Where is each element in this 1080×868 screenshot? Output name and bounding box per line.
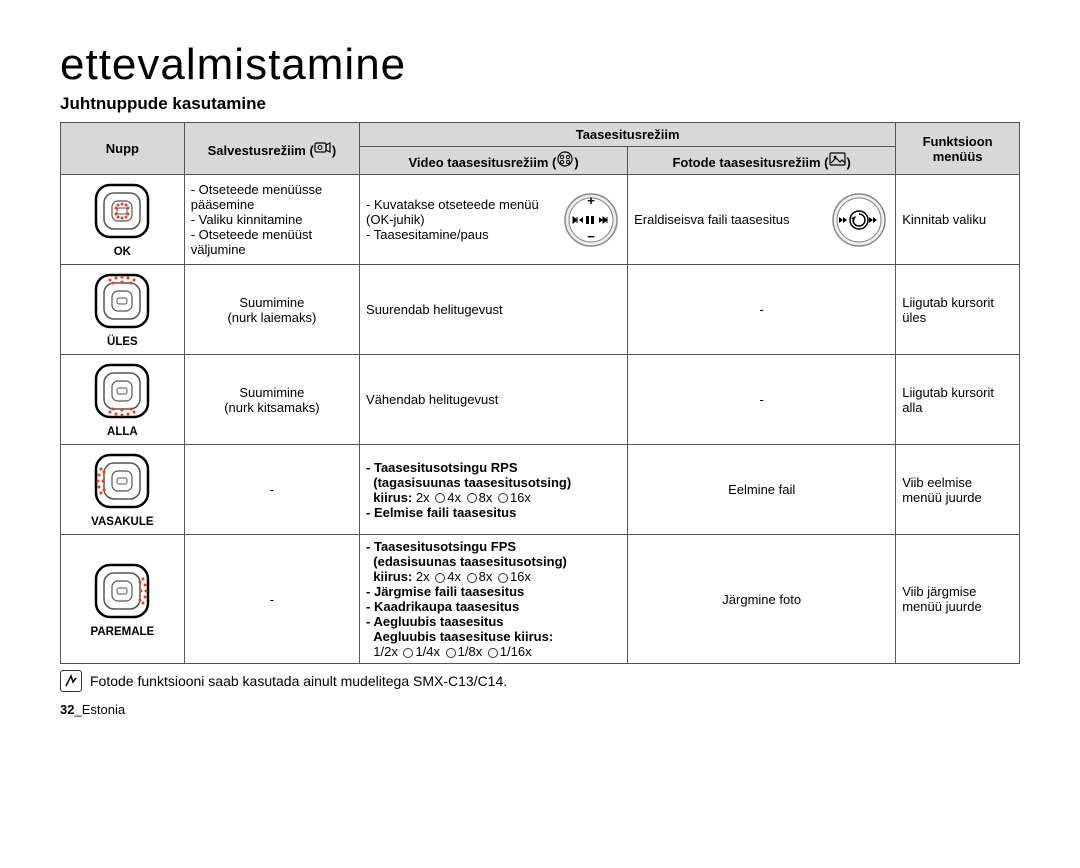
ok-salv: - Otseteede menüüsse pääsemine- Valiku k…: [184, 175, 359, 265]
ules-foto: -: [628, 265, 896, 355]
row-alla: ALLA Suumimine(nurk kitsamaks) Vähendab …: [61, 355, 1020, 445]
vasakule-video: - Taasesitusotsingu RPS (tagasisuunas ta…: [360, 445, 628, 535]
paremale-video: - Taasesitusotsingu FPS (edasisuunas taa…: [360, 535, 628, 664]
hdr-taasesitus: Taasesitusrežiim: [360, 123, 896, 147]
dpad-up-icon: [92, 271, 152, 331]
controls-table: Nupp Salvestusrežiim () Taasesitusrežiim…: [60, 122, 1020, 664]
ules-video: Suurendab helitugevust: [360, 265, 628, 355]
btn-label-ules: ÜLES: [63, 336, 182, 348]
alla-funk: Liigutab kursorit alla: [896, 355, 1020, 445]
vasakule-salv: -: [184, 445, 359, 535]
hdr-salvestus: Salvestusrežiim (): [184, 123, 359, 175]
vasakule-foto: Eelmine fail: [628, 445, 896, 535]
btn-label-ok: OK: [63, 246, 182, 258]
page-number: 32_Estonia: [60, 702, 1020, 717]
alla-foto: -: [628, 355, 896, 445]
wheel-video-icon: [561, 190, 621, 250]
paremale-funk: Viib järgmise menüü juurde: [896, 535, 1020, 664]
footnote-text: Fotode funktsiooni saab kasutada ainult …: [90, 673, 507, 689]
camera-icon: [314, 140, 332, 155]
row-ules: ÜLES Suumimine(nurk laiemaks) Suurendab …: [61, 265, 1020, 355]
btn-label-alla: ALLA: [63, 426, 182, 438]
dpad-left-icon: [92, 451, 152, 511]
ok-funk: Kinnitab valiku: [896, 175, 1020, 265]
ok-video: - Kuvatakse otseteede menüü (OK-juhik)- …: [360, 175, 628, 265]
row-vasakule: VASAKULE - - Taasesitusotsingu RPS (taga…: [61, 445, 1020, 535]
dpad-down-icon: [92, 361, 152, 421]
header-row-1: Nupp Salvestusrežiim () Taasesitusrežiim…: [61, 123, 1020, 147]
btn-label-paremale: PAREMALE: [63, 626, 182, 638]
hdr-video: Video taasesitusrežiim (): [360, 147, 628, 175]
row-paremale: PAREMALE - - Taasesitusotsingu FPS (edas…: [61, 535, 1020, 664]
film-icon: [556, 151, 574, 167]
hdr-nupp: Nupp: [61, 123, 185, 175]
section-subtitle: Juhtnuppude kasutamine: [60, 94, 1020, 114]
btn-label-vasakule: VASAKULE: [63, 516, 182, 528]
footnote: Fotode funktsiooni saab kasutada ainult …: [60, 670, 1020, 692]
hdr-funktsioon: Funktsioon menüüs: [896, 123, 1020, 175]
ules-funk: Liigutab kursorit üles: [896, 265, 1020, 355]
dpad-ok-icon: [92, 181, 152, 241]
paremale-salv: -: [184, 535, 359, 664]
alla-salv: Suumimine(nurk kitsamaks): [184, 355, 359, 445]
paremale-foto: Järgmine foto: [628, 535, 896, 664]
vasakule-funk: Viib eelmise menüü juurde: [896, 445, 1020, 535]
wheel-foto-icon: [829, 190, 889, 250]
row-ok: OK - Otseteede menüüsse pääsemine- Valik…: [61, 175, 1020, 265]
note-icon: [60, 670, 82, 692]
page-title: ettevalmistamine: [60, 40, 1020, 90]
photo-icon: [829, 151, 847, 167]
ules-salv: Suumimine(nurk laiemaks): [184, 265, 359, 355]
hdr-foto: Fotode taasesitusrežiim (): [628, 147, 896, 175]
ok-foto: Eraldiseisva faili taasesitus: [628, 175, 896, 265]
alla-video: Vähendab helitugevust: [360, 355, 628, 445]
dpad-right-icon: [92, 561, 152, 621]
